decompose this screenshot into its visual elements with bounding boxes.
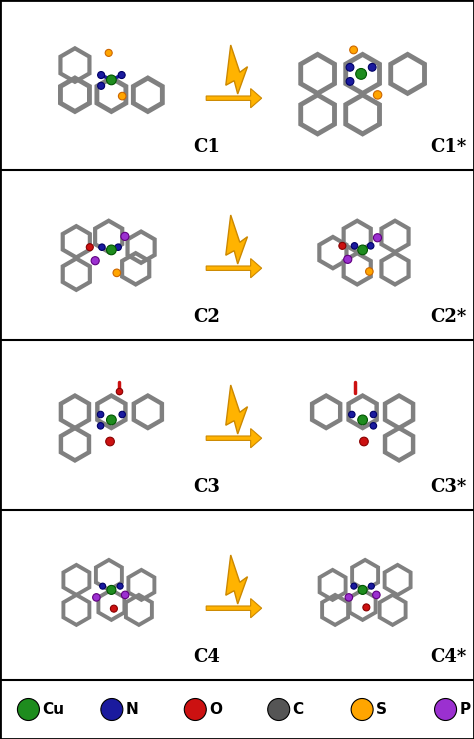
Text: C: C bbox=[293, 702, 304, 717]
Circle shape bbox=[121, 232, 129, 240]
Circle shape bbox=[373, 591, 380, 599]
Circle shape bbox=[119, 412, 126, 418]
Circle shape bbox=[358, 245, 367, 255]
Circle shape bbox=[86, 244, 93, 251]
FancyArrow shape bbox=[206, 259, 262, 278]
Text: C1: C1 bbox=[193, 138, 220, 156]
FancyArrow shape bbox=[206, 429, 262, 448]
Circle shape bbox=[346, 78, 354, 85]
Circle shape bbox=[268, 698, 290, 721]
Circle shape bbox=[107, 245, 116, 255]
Circle shape bbox=[99, 244, 105, 251]
Text: C2: C2 bbox=[193, 308, 220, 326]
Circle shape bbox=[107, 75, 116, 85]
Text: C4: C4 bbox=[193, 648, 220, 666]
Text: C3: C3 bbox=[193, 478, 220, 496]
Text: C2*: C2* bbox=[431, 308, 467, 326]
Polygon shape bbox=[226, 215, 247, 264]
Circle shape bbox=[351, 583, 357, 589]
Circle shape bbox=[367, 242, 374, 249]
Polygon shape bbox=[226, 45, 247, 94]
Circle shape bbox=[358, 585, 367, 594]
Circle shape bbox=[92, 593, 100, 601]
Circle shape bbox=[370, 412, 377, 418]
Circle shape bbox=[368, 583, 374, 589]
Circle shape bbox=[435, 698, 456, 721]
Circle shape bbox=[105, 50, 112, 56]
Circle shape bbox=[97, 412, 104, 418]
Text: O: O bbox=[210, 702, 222, 717]
Circle shape bbox=[106, 437, 114, 446]
Polygon shape bbox=[226, 385, 247, 434]
Text: S: S bbox=[376, 702, 387, 717]
Circle shape bbox=[110, 605, 118, 612]
Circle shape bbox=[118, 72, 125, 78]
Circle shape bbox=[117, 583, 123, 589]
Text: P: P bbox=[460, 702, 471, 717]
Circle shape bbox=[116, 388, 123, 395]
Text: C3*: C3* bbox=[431, 478, 467, 496]
Circle shape bbox=[365, 268, 373, 276]
Text: Cu: Cu bbox=[43, 702, 64, 717]
Circle shape bbox=[345, 593, 353, 601]
Circle shape bbox=[350, 46, 357, 54]
Circle shape bbox=[107, 585, 116, 594]
Circle shape bbox=[358, 415, 367, 425]
Circle shape bbox=[184, 698, 206, 721]
Circle shape bbox=[121, 591, 129, 599]
Text: C1*: C1* bbox=[431, 138, 467, 156]
Circle shape bbox=[107, 415, 116, 425]
Circle shape bbox=[91, 256, 99, 265]
Circle shape bbox=[374, 234, 382, 242]
Circle shape bbox=[100, 583, 106, 589]
Circle shape bbox=[351, 242, 358, 249]
Circle shape bbox=[351, 698, 373, 721]
Text: N: N bbox=[126, 702, 138, 717]
FancyArrow shape bbox=[206, 89, 262, 108]
Circle shape bbox=[113, 269, 120, 276]
Circle shape bbox=[368, 64, 376, 71]
Circle shape bbox=[339, 242, 346, 249]
Polygon shape bbox=[226, 555, 247, 604]
Circle shape bbox=[374, 91, 382, 99]
Circle shape bbox=[356, 69, 366, 79]
Circle shape bbox=[101, 698, 123, 721]
Circle shape bbox=[18, 698, 39, 721]
Circle shape bbox=[98, 72, 105, 78]
Circle shape bbox=[97, 423, 104, 429]
Circle shape bbox=[344, 255, 352, 263]
Circle shape bbox=[98, 82, 105, 89]
Circle shape bbox=[115, 244, 121, 251]
Circle shape bbox=[370, 423, 377, 429]
FancyArrow shape bbox=[206, 599, 262, 618]
Circle shape bbox=[363, 604, 370, 611]
Circle shape bbox=[118, 92, 126, 100]
Circle shape bbox=[346, 64, 354, 71]
Circle shape bbox=[360, 437, 368, 446]
Circle shape bbox=[348, 412, 355, 418]
Text: C4*: C4* bbox=[431, 648, 467, 666]
